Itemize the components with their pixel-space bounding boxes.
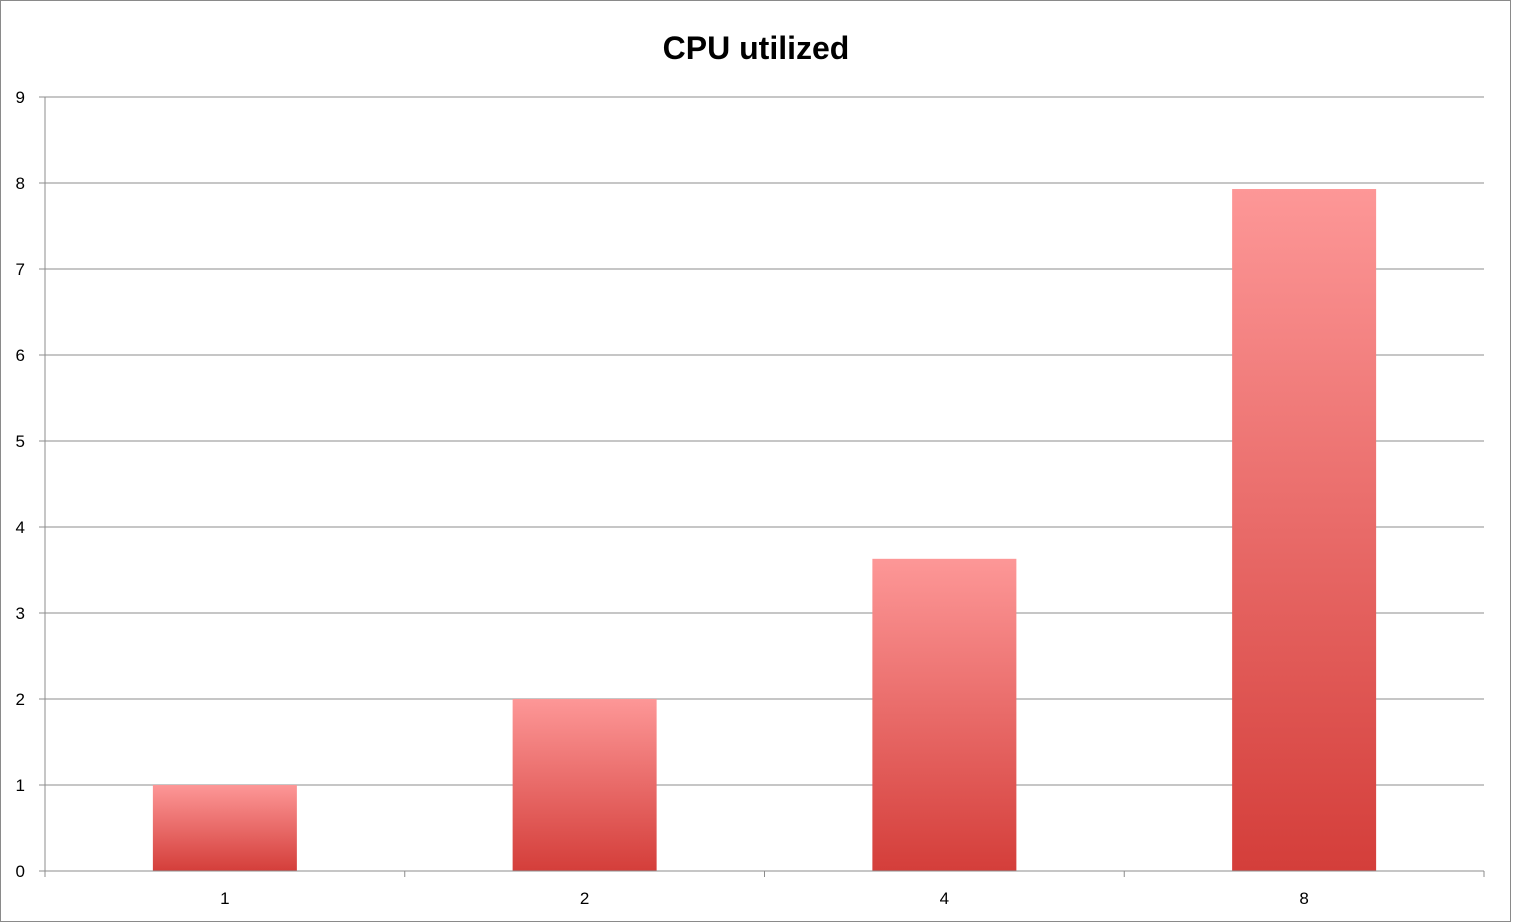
- x-tick-label-8: 8: [1299, 889, 1308, 908]
- gridlines: [45, 96, 1484, 786]
- y-tick-label-4: 4: [16, 518, 25, 537]
- tick-labels: 0 1 2 3 4 5 6 7 8 9 1 2 4 8: [16, 88, 1309, 908]
- y-tick-label-0: 0: [16, 862, 25, 881]
- y-tick-label-9: 9: [16, 88, 25, 107]
- bar-8: [1232, 189, 1377, 871]
- axes: [39, 96, 1485, 877]
- y-tick-label-7: 7: [16, 260, 25, 279]
- y-tick-label-1: 1: [16, 776, 25, 795]
- y-tick-label-5: 5: [16, 432, 25, 451]
- x-tick-label-4: 4: [940, 889, 949, 908]
- y-tick-label-8: 8: [16, 174, 25, 193]
- y-tick-label-3: 3: [16, 604, 25, 623]
- y-tick-label-6: 6: [16, 346, 25, 365]
- bar-1: [152, 785, 297, 871]
- x-tick-label-2: 2: [580, 889, 589, 908]
- y-tick-label-2: 2: [16, 690, 25, 709]
- bar-4: [872, 558, 1017, 871]
- bar-2: [512, 699, 657, 871]
- x-tick-label-1: 1: [220, 889, 229, 908]
- bars: [152, 189, 1377, 871]
- chart-title: CPU utilized: [663, 30, 850, 66]
